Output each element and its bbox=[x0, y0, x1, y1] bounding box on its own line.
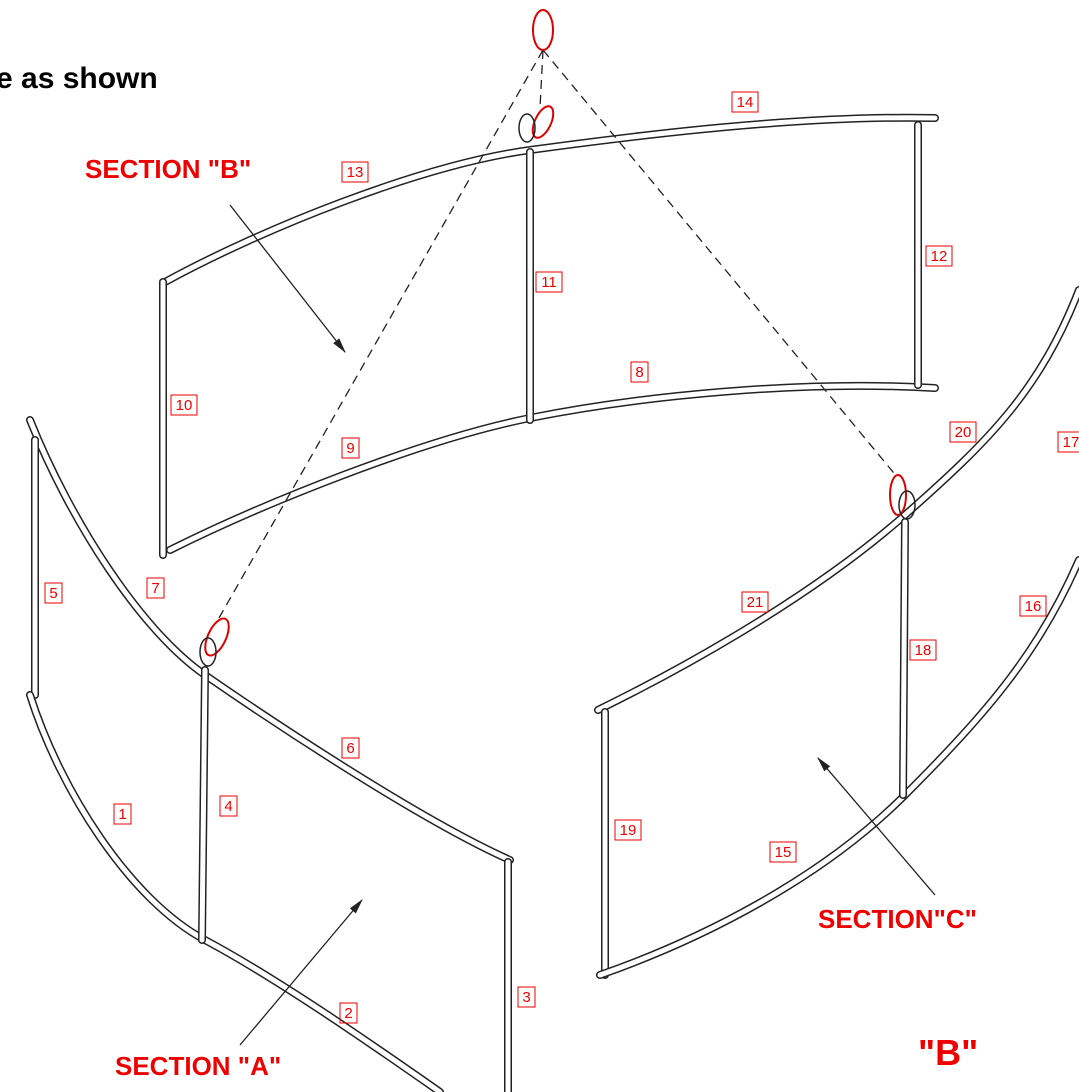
part-number: 20 bbox=[955, 424, 972, 441]
part-number: 8 bbox=[635, 364, 643, 381]
part-number: 4 bbox=[224, 798, 232, 815]
part-number: 10 bbox=[176, 397, 193, 414]
tube bbox=[30, 695, 440, 1092]
tube bbox=[903, 522, 905, 795]
part-number: 14 bbox=[737, 94, 754, 111]
part-number: 7 bbox=[151, 580, 159, 597]
section-label: SECTION "A" bbox=[115, 1051, 281, 1081]
part-number: 3 bbox=[522, 989, 530, 1006]
tube bbox=[30, 695, 440, 1092]
part-number: 13 bbox=[347, 164, 364, 181]
diagram: e as shown SECTION "B" SECTION"C" SECTIO… bbox=[0, 0, 1079, 1092]
tube bbox=[30, 420, 510, 860]
part-number: 9 bbox=[346, 440, 354, 457]
part-number: 15 bbox=[775, 844, 792, 861]
section-label: SECTION"C" bbox=[818, 904, 977, 934]
part-number: 1 bbox=[118, 806, 126, 823]
tube bbox=[165, 118, 935, 282]
part-number: 11 bbox=[541, 274, 557, 291]
detail-label: "B" bbox=[918, 1032, 978, 1073]
part-number: 2 bbox=[344, 1005, 352, 1022]
part-number: 6 bbox=[346, 740, 354, 757]
lift-lines bbox=[200, 10, 915, 666]
part-number: 21 bbox=[747, 594, 764, 611]
part-number: 12 bbox=[931, 248, 948, 265]
tube bbox=[202, 670, 205, 940]
header-text: e as shown bbox=[0, 62, 158, 95]
part-number: 16 bbox=[1025, 598, 1042, 615]
section-label: SECTION "B" bbox=[85, 154, 251, 184]
part-number: 18 bbox=[915, 642, 932, 659]
frame bbox=[30, 118, 1079, 1092]
tube bbox=[598, 290, 1079, 710]
tube bbox=[598, 290, 1079, 710]
tube bbox=[165, 118, 935, 282]
part-number: 17 bbox=[1063, 434, 1079, 451]
tube bbox=[30, 420, 510, 860]
part-number: 19 bbox=[620, 822, 637, 839]
part-number: 5 bbox=[49, 585, 57, 602]
tube bbox=[170, 386, 935, 550]
